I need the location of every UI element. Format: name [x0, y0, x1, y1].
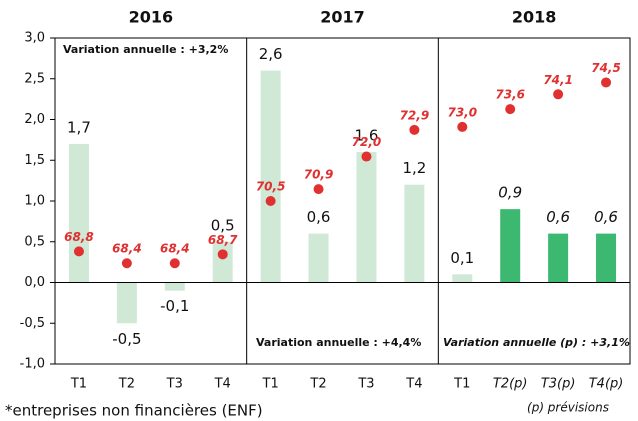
annotation: Variation annuelle (p) : +3,1% [443, 336, 630, 349]
dot [361, 151, 372, 162]
note: (p) prévisions [527, 401, 609, 415]
y-tick-label: -0,5 [20, 316, 45, 331]
x-tick-label: T1 [262, 377, 279, 392]
x-tick-label: T4 [214, 377, 231, 392]
data-label: 0,6 [307, 208, 331, 226]
x-tick-label: T2 [118, 377, 135, 392]
dot [121, 258, 132, 269]
dot-label: 68,4 [112, 242, 142, 256]
data-label: 2,6 [259, 45, 283, 63]
dot-label: 70,9 [304, 168, 334, 182]
y-tick-label: 2,0 [24, 112, 45, 127]
dot-label: 72,9 [400, 108, 430, 122]
y-tick-label: 0,0 [24, 275, 45, 290]
group-label: 2017 [320, 8, 365, 27]
y-tick-label: 2,5 [24, 71, 45, 86]
dot [409, 124, 420, 135]
data-label: 1,6 [355, 127, 379, 145]
dot-label: 72,0 [352, 135, 382, 149]
dot [217, 249, 228, 260]
x-tick-label: T3(p) [541, 377, 576, 392]
y-tick-label: 3,0 [24, 31, 45, 46]
footnote: *entreprises non financières (ENF) [5, 402, 263, 420]
data-label: 0,6 [546, 208, 570, 226]
data-label: 0,6 [594, 208, 618, 226]
frame [54, 37, 631, 365]
dot [457, 121, 468, 132]
bar [164, 282, 185, 291]
bar [500, 209, 521, 283]
y-tick-label: 1,5 [24, 153, 45, 168]
x-tick-label: T2 [309, 377, 326, 392]
data-label: 1,2 [402, 159, 426, 177]
dot [73, 246, 84, 257]
bar [260, 70, 281, 283]
x-tick-label: T1 [453, 377, 470, 392]
group-label: 2016 [129, 8, 174, 27]
bar [548, 233, 569, 283]
x-tick-label: T2(p) [493, 377, 528, 392]
dot-label: 68,7 [208, 233, 238, 247]
data-label: 1,7 [67, 118, 91, 136]
x-tick-label: T4(p) [589, 377, 624, 392]
dot-label: 73,0 [447, 105, 477, 119]
bar [68, 143, 89, 283]
bar [356, 152, 377, 283]
data-label: -0,5 [112, 330, 141, 348]
data-label: 0,5 [211, 216, 235, 234]
y-tick-label: 0,5 [24, 234, 45, 249]
bar [404, 184, 425, 283]
annotation: Variation annuelle : +3,2% [63, 43, 228, 56]
x-tick-label: T4 [405, 377, 422, 392]
dot [601, 77, 612, 88]
dot-label: 73,6 [495, 88, 525, 102]
dot-label: 68,8 [64, 230, 94, 244]
dot-label: 70,5 [256, 180, 286, 194]
dot [169, 258, 180, 269]
data-label: 0,9 [498, 184, 522, 202]
dot-label: 74,1 [543, 73, 573, 87]
bar [308, 233, 329, 283]
bar [212, 241, 233, 283]
bar [452, 274, 473, 283]
data-label: -0,1 [160, 297, 189, 315]
dot [265, 196, 276, 206]
y-tick-label: 1,0 [24, 194, 45, 209]
dot-label: 68,4 [160, 242, 190, 256]
y-tick-label: -1,0 [20, 357, 45, 372]
dot [553, 89, 564, 100]
data-label: 0,1 [450, 249, 474, 267]
dot [505, 104, 516, 115]
bar [116, 282, 137, 324]
x-tick-label: T1 [70, 377, 87, 392]
bar [596, 233, 617, 283]
annotation: Variation annuelle : +4,4% [256, 336, 421, 349]
dot [313, 184, 324, 195]
x-tick-label: T3 [166, 377, 183, 392]
x-tick-label: T3 [357, 377, 374, 392]
dot-label: 74,5 [591, 61, 621, 75]
group-label: 2018 [512, 8, 557, 27]
